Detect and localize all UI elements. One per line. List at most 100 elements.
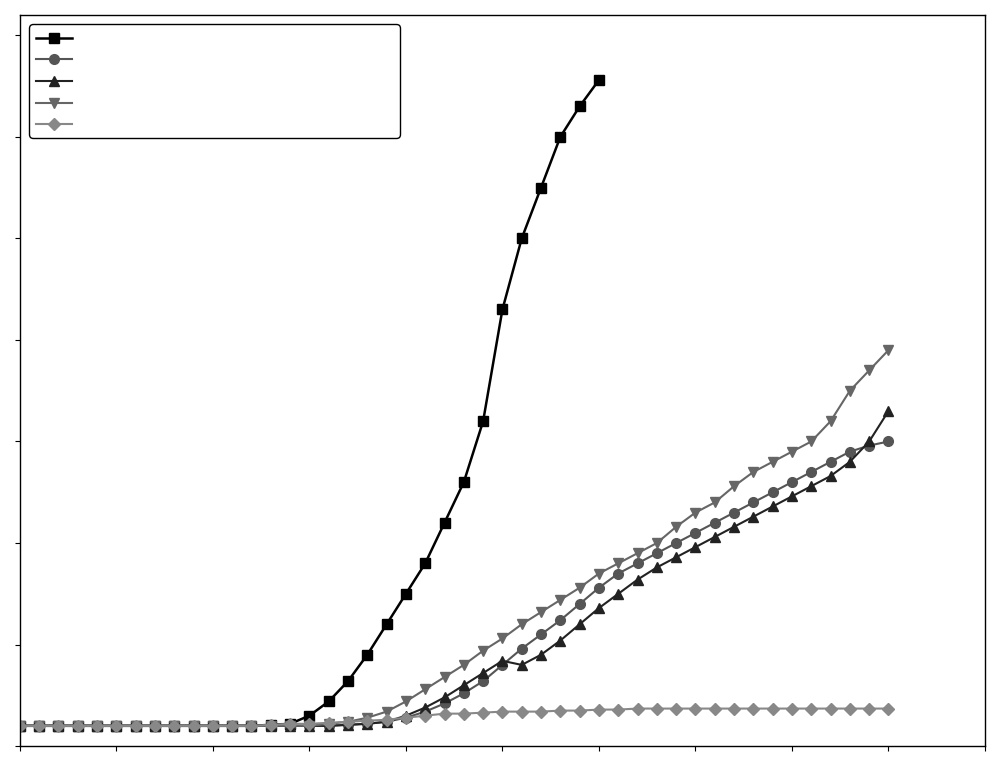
空白 <box>728 704 740 713</box>
空白 <box>844 704 856 713</box>
六硝基六氮杂异伍兹烷 <box>516 234 528 243</box>
3-硝基-1,2,4-三唑-5-酮 <box>130 722 142 731</box>
3-硝基-1,2,4-三唑-5-酮 <box>188 722 200 731</box>
环四亚甲基四硝胺 <box>14 722 26 731</box>
空白 <box>33 722 45 731</box>
Line: 环四亚甲基四硝胺: 环四亚甲基四硝胺 <box>15 406 893 731</box>
3-硝基-1,2,4-三唑-5-酮 <box>767 488 779 497</box>
3-硝基-1,2,4-三唑-5-酮 <box>844 447 856 457</box>
2,4,6-三硝基甲苯 <box>419 685 431 694</box>
六硝基六氮杂异伍兹烷 <box>477 417 489 426</box>
3-硝基-1,2,4-三唑-5-酮 <box>303 722 315 731</box>
3-硝基-1,2,4-三唑-5-酮 <box>342 720 354 729</box>
3-硝基-1,2,4-三唑-5-酮 <box>593 583 605 592</box>
3-硝基-1,2,4-三唑-5-酮 <box>670 538 682 548</box>
环四亚甲基四硝胺 <box>844 457 856 466</box>
空白 <box>361 716 373 725</box>
环四亚甲基四硝胺 <box>786 492 798 501</box>
六硝基六氮杂异伍兹烷 <box>52 722 64 731</box>
空白 <box>786 704 798 713</box>
3-硝基-1,2,4-三唑-5-酮 <box>207 722 219 731</box>
2,4,6-三硝基甲苯 <box>554 595 566 604</box>
六硝基六氮杂异伍兹烷 <box>458 477 470 486</box>
2,4,6-三硝基甲苯 <box>226 722 238 731</box>
空白 <box>882 704 894 713</box>
2,4,6-三硝基甲苯 <box>612 558 624 568</box>
空白 <box>574 706 586 715</box>
2,4,6-三硝基甲苯 <box>439 673 451 682</box>
Line: 空白: 空白 <box>16 705 893 730</box>
空白 <box>554 706 566 715</box>
空白 <box>516 707 528 716</box>
环四亚甲基四硝胺 <box>825 471 837 480</box>
3-硝基-1,2,4-三唑-5-酮 <box>535 630 547 639</box>
2,4,6-三硝基甲苯 <box>303 722 315 731</box>
2,4,6-三硝基甲苯 <box>458 660 470 669</box>
环四亚甲基四硝胺 <box>882 407 894 416</box>
2,4,6-三硝基甲苯 <box>342 717 354 726</box>
环四亚甲基四硝胺 <box>805 482 817 491</box>
六硝基六氮杂异伍兹烷 <box>439 518 451 527</box>
环四亚甲基四硝胺 <box>670 552 682 561</box>
3-硝基-1,2,4-三唑-5-酮 <box>554 616 566 625</box>
空白 <box>863 704 875 713</box>
环四亚甲基四硝胺 <box>689 542 701 552</box>
环四亚甲基四硝胺 <box>226 722 238 731</box>
3-硝基-1,2,4-三唑-5-酮 <box>14 722 26 731</box>
环四亚甲基四硝胺 <box>400 711 412 720</box>
环四亚甲基四硝胺 <box>728 522 740 532</box>
2,4,6-三硝基甲苯 <box>516 620 528 629</box>
六硝基六氮杂异伍兹烷 <box>110 722 122 731</box>
环四亚甲基四硝胺 <box>91 722 103 731</box>
空白 <box>226 722 238 731</box>
空白 <box>91 722 103 731</box>
环四亚甲基四硝胺 <box>554 636 566 645</box>
六硝基六氮杂异伍兹烷 <box>14 722 26 731</box>
3-硝基-1,2,4-三唑-5-酮 <box>72 722 84 731</box>
六硝基六氮杂异伍兹烷 <box>226 722 238 731</box>
环四亚甲基四硝胺 <box>381 717 393 726</box>
六硝基六氮杂异伍兹烷 <box>303 711 315 720</box>
2,4,6-三硝基甲苯 <box>130 722 142 731</box>
2,4,6-三硝基甲苯 <box>400 697 412 706</box>
空白 <box>284 719 296 728</box>
六硝基六氮杂异伍兹烷 <box>400 589 412 598</box>
2,4,6-三硝基甲苯 <box>651 538 663 548</box>
2,4,6-三硝基甲苯 <box>825 417 837 426</box>
2,4,6-三硝基甲苯 <box>149 722 161 731</box>
2,4,6-三硝基甲苯 <box>477 646 489 655</box>
3-硝基-1,2,4-三唑-5-酮 <box>651 548 663 558</box>
3-硝基-1,2,4-三唑-5-酮 <box>458 689 470 698</box>
环四亚甲基四硝胺 <box>516 660 528 669</box>
六硝基六氮杂异伍兹烷 <box>284 719 296 728</box>
2,4,6-三硝基甲苯 <box>207 722 219 731</box>
空白 <box>747 704 759 713</box>
2,4,6-三硝基甲苯 <box>14 722 26 731</box>
3-硝基-1,2,4-三唑-5-酮 <box>168 722 180 731</box>
2,4,6-三硝基甲苯 <box>91 722 103 731</box>
2,4,6-三硝基甲苯 <box>110 722 122 731</box>
3-硝基-1,2,4-三唑-5-酮 <box>439 699 451 708</box>
空白 <box>110 722 122 731</box>
环四亚甲基四硝胺 <box>188 722 200 731</box>
3-硝基-1,2,4-三唑-5-酮 <box>381 717 393 726</box>
空白 <box>303 719 315 728</box>
空白 <box>207 722 219 731</box>
空白 <box>130 722 142 731</box>
环四亚甲基四硝胺 <box>149 722 161 731</box>
2,4,6-三硝基甲苯 <box>245 722 257 731</box>
2,4,6-三硝基甲苯 <box>284 722 296 731</box>
环四亚甲基四硝胺 <box>439 692 451 702</box>
3-硝基-1,2,4-三唑-5-酮 <box>149 722 161 731</box>
3-硝基-1,2,4-三唑-5-酮 <box>728 508 740 517</box>
3-硝基-1,2,4-三唑-5-酮 <box>361 719 373 728</box>
空白 <box>323 719 335 728</box>
六硝基六氮杂异伍兹烷 <box>554 133 566 142</box>
环四亚甲基四硝胺 <box>130 722 142 731</box>
空白 <box>400 713 412 722</box>
空白 <box>477 708 489 717</box>
环四亚甲基四硝胺 <box>477 669 489 678</box>
环四亚甲基四硝胺 <box>612 589 624 598</box>
3-硝基-1,2,4-三唑-5-酮 <box>477 676 489 686</box>
2,4,6-三硝基甲苯 <box>689 508 701 517</box>
